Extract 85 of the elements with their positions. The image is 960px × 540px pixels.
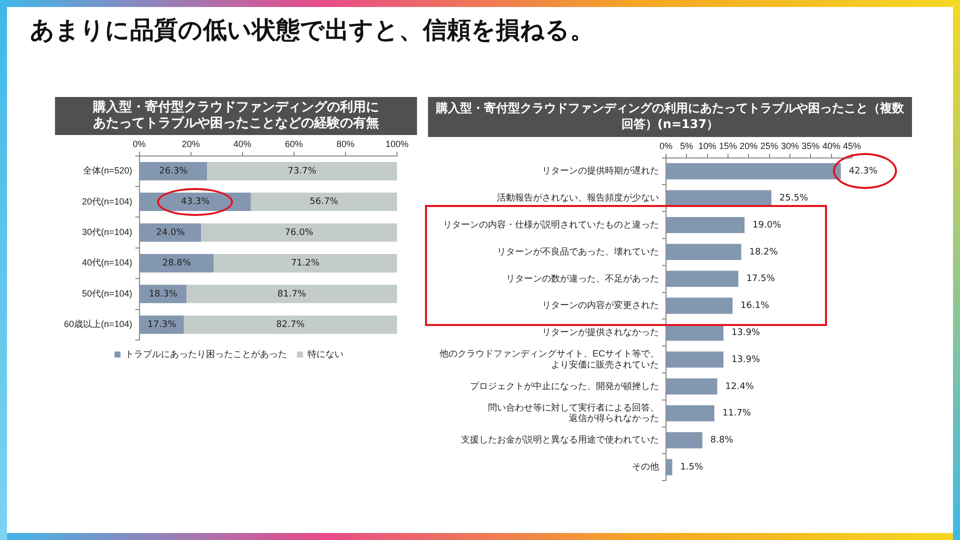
- data-label: 13.9%: [731, 354, 760, 365]
- bar: [666, 190, 772, 206]
- y-tick-label: 60歳以上(n=104): [64, 319, 132, 330]
- data-label: 26.3%: [159, 166, 188, 176]
- x-tick-label: 0%: [132, 138, 146, 149]
- x-tick-label: 30%: [780, 140, 800, 151]
- x-tick-label: 20%: [740, 140, 758, 151]
- bar: [666, 324, 724, 341]
- y-tick-label: 活動報告がされない、報告頻度が少ない: [497, 192, 659, 203]
- chart-title: 購入型・寄付型クラウドファンディングの利用にあたってトラブルや困ったこと（複数回答）(n=137）: [428, 97, 912, 137]
- y-tick-label: プロジェクトが中止になった、開発が頓挫した: [470, 380, 659, 391]
- data-label: 28.8%: [162, 258, 192, 269]
- y-tick-label: 30代(n=104): [82, 227, 132, 238]
- data-label: 56.7%: [310, 197, 339, 208]
- x-tick-label: 10%: [698, 140, 716, 151]
- y-tick-label: リターンが提供されなかった: [542, 327, 659, 338]
- bar: [140, 254, 214, 272]
- bar: [666, 378, 718, 395]
- bar: [214, 254, 397, 272]
- x-tick-label: 15%: [718, 140, 738, 151]
- bar: [666, 244, 742, 260]
- x-tick-label: 35%: [802, 140, 820, 151]
- x-tick-label: 20%: [182, 138, 200, 149]
- x-tick-label: 5%: [680, 140, 694, 151]
- data-label: 16.1%: [740, 301, 770, 312]
- y-tick-label: リターンの数が違った、不足があった: [506, 273, 659, 284]
- data-label: 8.8%: [710, 436, 734, 446]
- x-tick-label: 25%: [760, 140, 778, 151]
- legend-label: トラブルにあったり困ったことがあった: [125, 348, 287, 359]
- data-label: 12.4%: [725, 382, 754, 392]
- bar: [666, 432, 702, 448]
- bar: [140, 223, 202, 242]
- x-tick-label: 45%: [842, 140, 862, 151]
- y-tick-label: 問い合わせ等に対して実行者による回答、返信が得られなかった: [488, 402, 659, 424]
- bar: [666, 216, 745, 234]
- data-label: 76.0%: [284, 228, 314, 238]
- data-label: 25.5%: [779, 193, 808, 204]
- bar: [666, 163, 841, 180]
- y-tick-label: その他: [632, 462, 659, 472]
- data-label: 43.3%: [181, 197, 210, 208]
- data-label: 73.7%: [288, 166, 317, 176]
- chart-title: 購入型・寄付型クラウドファンディングの利用にあたってトラブルや困ったことなどの経験の有無: [55, 97, 417, 135]
- y-tick-label: リターンの内容が変更された: [542, 300, 659, 310]
- data-label: 1.5%: [680, 462, 704, 472]
- bar: [666, 405, 714, 422]
- y-tick-label: リターンの提供時期が遅れた: [542, 166, 659, 176]
- bar: [184, 315, 397, 334]
- y-tick-label: リターンの内容・仕様が説明されていたものと違った: [443, 220, 659, 230]
- bar: [666, 270, 738, 287]
- bar: [140, 162, 208, 180]
- data-label: 13.9%: [731, 328, 760, 338]
- data-label: 18.3%: [148, 289, 178, 300]
- bar: [201, 223, 397, 242]
- bar: [186, 284, 397, 304]
- y-tick-label: 20代(n=104): [82, 196, 132, 206]
- data-label: 18.2%: [749, 247, 778, 258]
- bar: [666, 298, 733, 314]
- y-tick-label: 全体(n=520): [83, 166, 132, 176]
- x-tick-label: 80%: [336, 138, 354, 149]
- x-tick-label: 0%: [659, 140, 673, 151]
- text: あまりに品質の低い状態で出すと、信頼を損ねる。: [30, 15, 594, 46]
- y-tick-label: 40代(n=104): [82, 258, 132, 268]
- data-label: 17.3%: [148, 320, 177, 330]
- y-tick-label: 他のクラウドファンディングサイト、ECサイト等で、より安価に販売されていた: [439, 348, 659, 370]
- bar: [666, 351, 724, 368]
- bar: [140, 315, 184, 334]
- x-tick-label: 40%: [822, 140, 840, 151]
- data-label: 19.0%: [752, 220, 782, 230]
- data-label: 42.3%: [848, 166, 878, 177]
- y-tick-label: 支援したお金が説明と異なる用途で使われていた: [461, 434, 659, 445]
- bar: [250, 192, 397, 212]
- y-tick-label: 50代(n=104): [82, 288, 132, 298]
- data-label: 71.2%: [290, 258, 320, 269]
- data-label: 17.5%: [746, 274, 776, 284]
- x-tick-label: 40%: [233, 138, 252, 149]
- data-label: 24.0%: [156, 228, 186, 238]
- data-label: 81.7%: [277, 289, 306, 300]
- data-label: 11.7%: [722, 408, 752, 419]
- x-tick-label: 60%: [284, 138, 303, 149]
- legend-label: 特にない: [308, 348, 344, 359]
- y-tick-label: リターンが不良品であった、壊れていた: [497, 246, 659, 256]
- data-label: 82.7%: [276, 320, 306, 330]
- x-tick-label: 100%: [385, 138, 409, 149]
- bar: [207, 162, 397, 180]
- bar: [666, 459, 672, 476]
